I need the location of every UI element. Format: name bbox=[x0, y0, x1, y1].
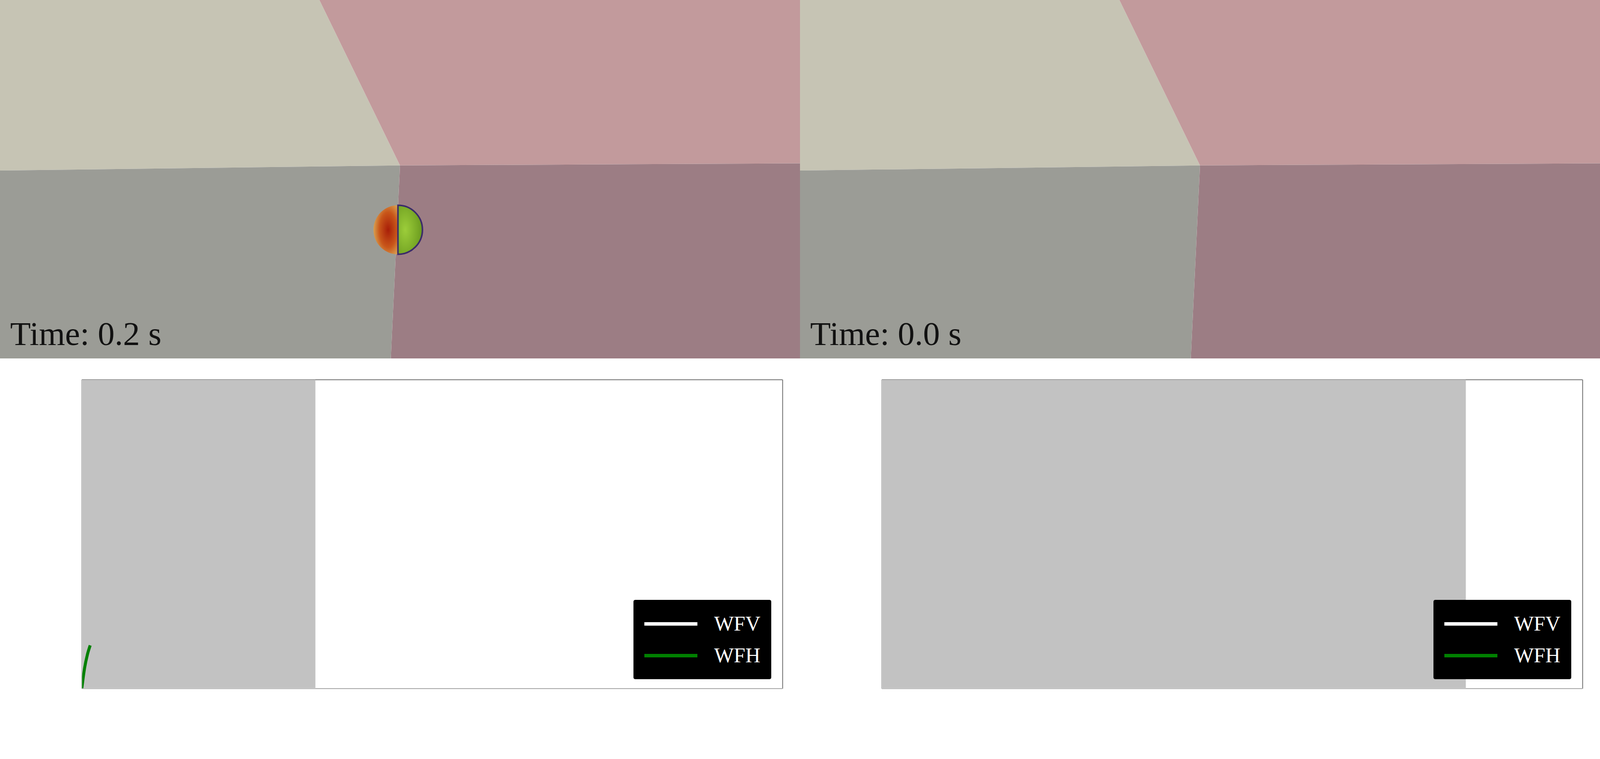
html-text:WFH: WFH bbox=[714, 643, 761, 667]
svg-text:Time: 0.0 s: Time: 0.0 s bbox=[810, 314, 962, 353]
svg-text:Time: 0.2 s: Time: 0.2 s bbox=[10, 314, 162, 353]
html-text:WFV: WFV bbox=[1514, 612, 1561, 635]
html-text:WFV: WFV bbox=[714, 612, 761, 635]
html-text:WFH: WFH bbox=[1514, 643, 1561, 667]
